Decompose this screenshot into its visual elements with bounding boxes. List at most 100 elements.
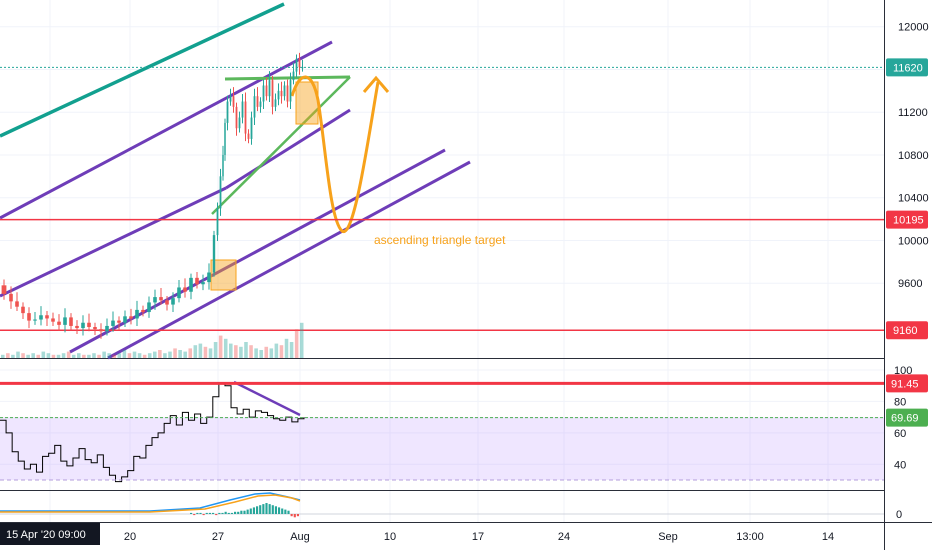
- rsi-tick-3: 100: [894, 365, 912, 377]
- price-pane[interactable]: ascending triangle target: [0, 2, 884, 360]
- rsi-trendline[interactable]: [233, 380, 301, 417]
- volume-bar-42: [213, 342, 218, 358]
- time-tick-1: 27: [212, 531, 224, 543]
- projection-arrow[interactable]: [290, 75, 380, 233]
- candle-body-51: [256, 96, 259, 107]
- candle-body-17: [99, 329, 103, 332]
- candle-body-56: [271, 80, 274, 107]
- volume-bar-47: [239, 346, 243, 358]
- volume-bar-48: [244, 342, 248, 358]
- volume-bar-1: [6, 353, 10, 358]
- candle-body-59: [280, 90, 283, 97]
- candle-body-14: [81, 322, 85, 329]
- macd-bar-0: [190, 512, 193, 514]
- volume-bar-21: [107, 353, 111, 358]
- candle-body-52: [259, 101, 262, 107]
- price-tick-1: 10000: [898, 235, 929, 247]
- candle-body-13: [75, 325, 79, 329]
- volume-bar-41: [208, 348, 213, 358]
- price-tick-6: 12000: [898, 22, 929, 34]
- candle-body-41: [226, 101, 229, 123]
- macd-bar-28: [278, 507, 281, 514]
- macd-bar-7: [212, 512, 215, 514]
- volume-bar-33: [168, 351, 172, 358]
- volume-bar-51: [259, 350, 263, 358]
- volume-bar-20: [102, 351, 106, 358]
- candle-body-26: [153, 297, 157, 303]
- candle-body-61: [286, 85, 289, 102]
- candle-body-25: [147, 302, 151, 313]
- candle-body-58: [277, 90, 280, 100]
- macd-bar-3: [199, 512, 202, 514]
- macd-bar-5: [205, 512, 208, 514]
- macd-bar-24: [265, 503, 268, 514]
- candle-body-30: [177, 287, 181, 299]
- volume-bar-34: [173, 348, 177, 358]
- volume-bar-24: [122, 350, 127, 358]
- time-tick-3: 10: [384, 531, 396, 543]
- volume-bar-3: [16, 351, 20, 358]
- channel-line-2b[interactable]: [225, 108, 351, 190]
- volume-bar-56: [284, 338, 289, 358]
- candle-body-47: [244, 101, 247, 134]
- channel-line-4[interactable]: [107, 160, 471, 360]
- price-tick-2: 10400: [898, 193, 929, 205]
- channel-line-2[interactable]: [0, 186, 227, 298]
- macd-bar-12: [227, 512, 230, 514]
- rsi-tag-bg-1: [886, 408, 928, 427]
- volume-bar-52: [264, 346, 269, 358]
- candle-body-21: [123, 316, 127, 323]
- rsi-tag-1: 69.69: [891, 413, 919, 425]
- time-axis[interactable]: 20 27 Aug 10 17 24 Sep 13:00 14 15 Apr '20 09:00: [0, 523, 834, 545]
- candle-body-54: [265, 85, 268, 97]
- time-tick-0: 20: [124, 531, 136, 543]
- triangle-bottom[interactable]: [211, 76, 351, 215]
- price-tag-bg-1: [886, 210, 928, 229]
- volume-bar-23: [117, 353, 122, 358]
- rsi-line: [0, 382, 305, 483]
- horizontal-lines: [0, 66, 884, 331]
- macd-bar-34: [296, 514, 299, 517]
- macd-bar-21: [256, 506, 259, 514]
- candle-body-3: [15, 301, 19, 307]
- triangle-top[interactable]: [224, 75, 351, 81]
- candle-body-29: [171, 298, 175, 305]
- teal-trendline[interactable]: [0, 2, 285, 138]
- channel-line-1[interactable]: [0, 40, 333, 220]
- candle-body-53: [262, 85, 265, 102]
- macd-pane[interactable]: [0, 492, 884, 518]
- volume-bar-31: [158, 350, 162, 358]
- candle-body-40: [224, 122, 226, 155]
- volume-bar-57: [289, 342, 294, 358]
- macd-bar-22: [259, 505, 262, 514]
- volume-bar-10: [51, 354, 56, 358]
- candle-body-11: [63, 317, 67, 325]
- candle-body-2: [9, 293, 13, 302]
- candle-body-9: [51, 318, 55, 322]
- candle-body-23: [135, 309, 139, 319]
- signal-line: [0, 494, 301, 513]
- candle-body-64: [295, 58, 298, 72]
- price-tag-bg-2: [886, 321, 928, 340]
- candle-body-36: [212, 235, 216, 273]
- volume-bar-39: [198, 343, 203, 358]
- rsi-tick-1: 60: [894, 428, 906, 440]
- price-tag-2: 9160: [893, 325, 917, 337]
- rsi-pane[interactable]: [0, 380, 884, 483]
- volume-bars: [1, 322, 304, 358]
- candle-body-16: [93, 327, 97, 330]
- volume-bar-45: [229, 343, 233, 358]
- volume-bar-25: [127, 353, 132, 358]
- volume-bar-55: [279, 345, 284, 358]
- volume-bar-4: [21, 353, 25, 358]
- candle-body-12: [69, 317, 73, 326]
- macd-bar-25: [268, 504, 271, 514]
- volume-bar-50: [254, 348, 258, 358]
- macd-bar-2: [196, 512, 199, 514]
- macd-bar-31: [287, 510, 290, 514]
- macd-tick-0: 0: [896, 509, 902, 521]
- macd-bar-27: [274, 506, 277, 514]
- price-axis[interactable]: 9600100001040010800112001160012000116201…: [886, 22, 929, 521]
